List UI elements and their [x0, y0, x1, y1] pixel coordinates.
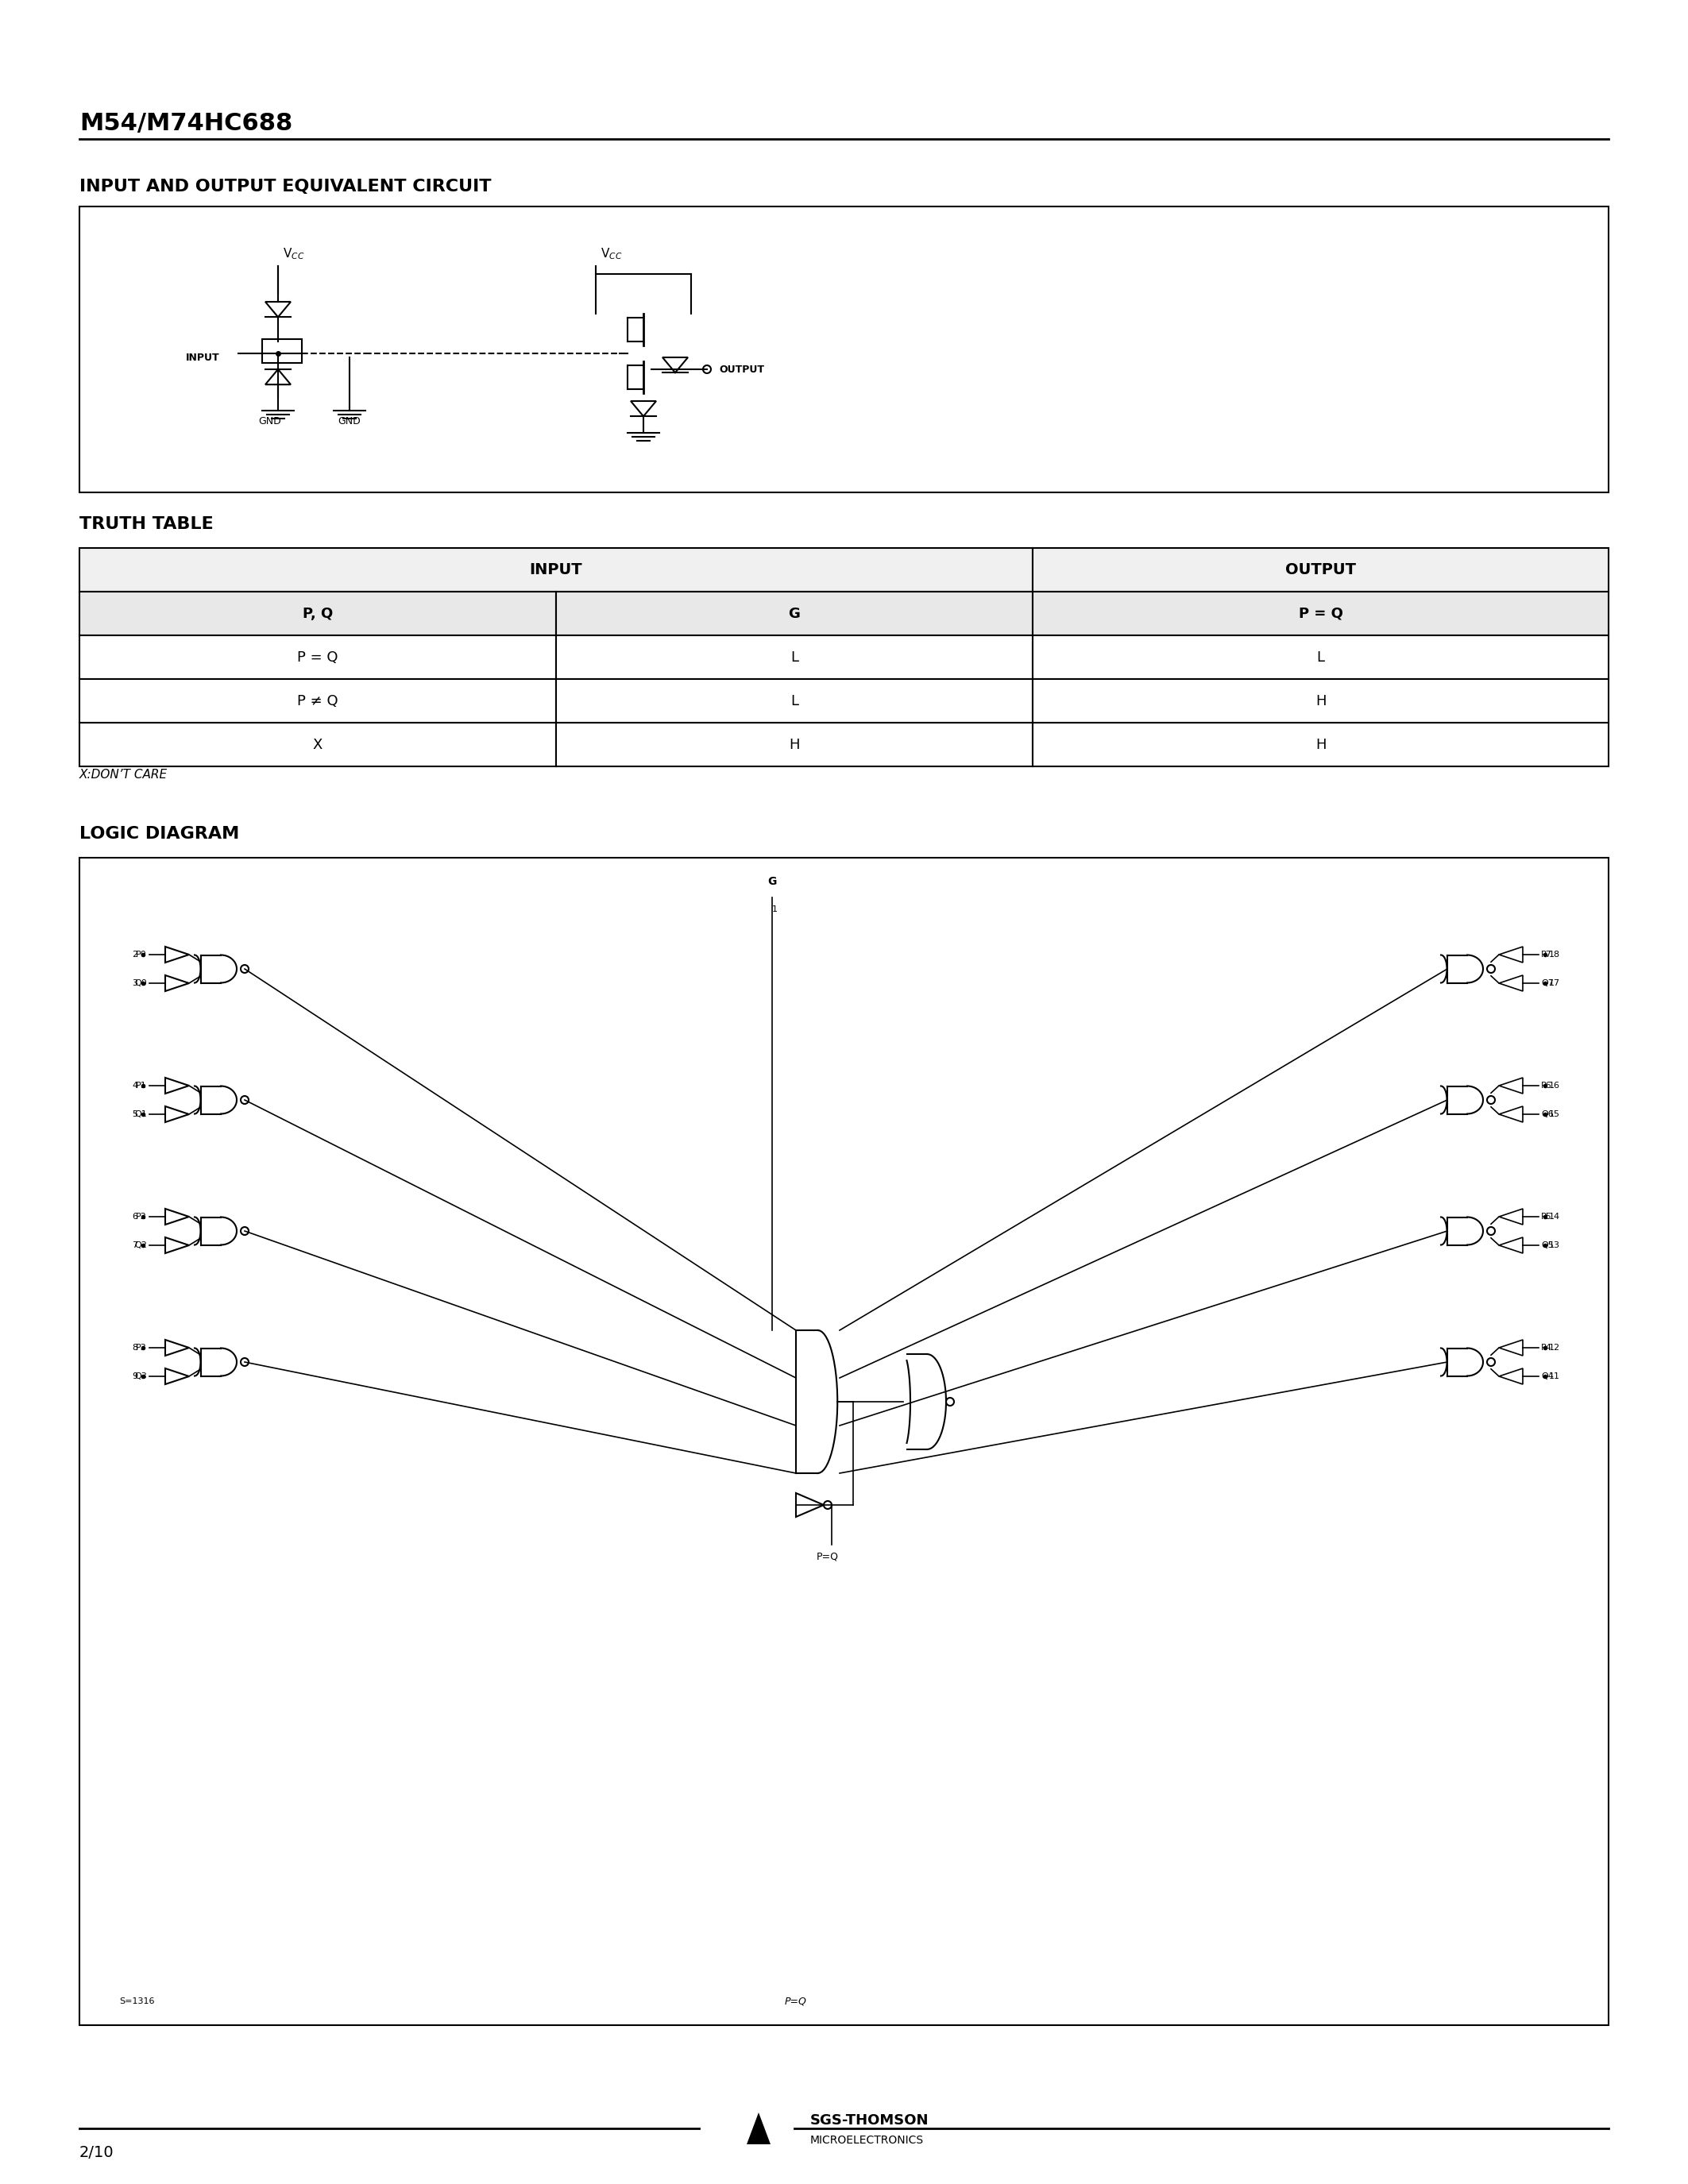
Text: L: L — [1317, 651, 1325, 664]
Text: Q2: Q2 — [135, 1241, 147, 1249]
Text: P1: P1 — [137, 1081, 147, 1090]
Text: P5: P5 — [1541, 1212, 1551, 1221]
Text: 2/10: 2/10 — [79, 2145, 115, 2160]
Bar — [555, 636, 1033, 679]
Text: 16: 16 — [1550, 1081, 1560, 1090]
Polygon shape — [746, 2112, 770, 2145]
Text: X: X — [312, 738, 322, 751]
Text: 8: 8 — [132, 1343, 138, 1352]
Text: Q0: Q0 — [135, 978, 147, 987]
Bar — [79, 679, 555, 723]
Text: TRUTH TABLE: TRUTH TABLE — [79, 515, 213, 533]
Bar — [555, 723, 1033, 767]
Bar — [79, 723, 555, 767]
Bar — [79, 636, 555, 679]
Text: P4: P4 — [1541, 1343, 1551, 1352]
Bar — [1033, 548, 1609, 592]
Text: V$_{CC}$: V$_{CC}$ — [601, 247, 623, 262]
Text: P=Q: P=Q — [785, 1996, 807, 2007]
Text: 7: 7 — [132, 1241, 138, 1249]
Text: 12: 12 — [1550, 1343, 1560, 1352]
Bar — [1033, 636, 1609, 679]
Text: SGS-THOMSON: SGS-THOMSON — [810, 2114, 928, 2127]
Text: H: H — [1315, 695, 1327, 708]
Text: GND: GND — [258, 415, 282, 426]
Text: OUTPUT: OUTPUT — [1285, 561, 1355, 577]
Text: L: L — [790, 651, 798, 664]
Text: 4: 4 — [132, 1081, 138, 1090]
Text: 13: 13 — [1550, 1241, 1560, 1249]
Text: P2: P2 — [137, 1212, 147, 1221]
Text: 5: 5 — [132, 1109, 138, 1118]
Text: Q4: Q4 — [1541, 1372, 1553, 1380]
Text: P=Q: P=Q — [817, 1551, 839, 1562]
Text: 3: 3 — [132, 978, 138, 987]
Text: 15: 15 — [1550, 1109, 1560, 1118]
Bar — [262, 339, 302, 363]
Text: Q5: Q5 — [1541, 1241, 1553, 1249]
Text: P0: P0 — [137, 950, 147, 959]
Text: Q1: Q1 — [135, 1109, 147, 1118]
Bar — [79, 592, 555, 636]
Text: 11: 11 — [1550, 1372, 1560, 1380]
Text: INPUT: INPUT — [186, 352, 219, 363]
Text: Q7: Q7 — [1541, 978, 1553, 987]
Bar — [79, 548, 1033, 592]
Text: P, Q: P, Q — [302, 607, 333, 620]
Text: P ≠ Q: P ≠ Q — [297, 695, 338, 708]
Text: Q3: Q3 — [135, 1372, 147, 1380]
Text: S=1316: S=1316 — [120, 1998, 155, 2005]
Bar — [79, 207, 1609, 491]
Text: 1: 1 — [771, 906, 776, 913]
Text: 14: 14 — [1550, 1212, 1560, 1221]
Bar — [1033, 723, 1609, 767]
Text: INPUT: INPUT — [530, 561, 582, 577]
Bar — [555, 679, 1033, 723]
Text: P6: P6 — [1541, 1081, 1551, 1090]
Text: LOGIC DIAGRAM: LOGIC DIAGRAM — [79, 826, 240, 841]
Bar — [79, 858, 1609, 2025]
Bar — [555, 592, 1033, 636]
Text: H: H — [788, 738, 800, 751]
Bar — [1033, 592, 1609, 636]
Text: M54/M74HC688: M54/M74HC688 — [79, 111, 292, 135]
Text: P7: P7 — [1541, 950, 1551, 959]
Text: MICROELECTRONICS: MICROELECTRONICS — [810, 2134, 923, 2147]
Bar — [1033, 679, 1609, 723]
Text: X:DON’T CARE: X:DON’T CARE — [79, 769, 167, 780]
Text: Q6: Q6 — [1541, 1109, 1553, 1118]
Text: G: G — [788, 607, 800, 620]
Text: P3: P3 — [137, 1343, 147, 1352]
Text: 17: 17 — [1550, 978, 1560, 987]
Text: 6: 6 — [132, 1212, 138, 1221]
Text: 2: 2 — [132, 950, 138, 959]
Text: G: G — [768, 876, 776, 887]
Text: H: H — [1315, 738, 1327, 751]
Text: P = Q: P = Q — [297, 651, 338, 664]
Text: 9: 9 — [132, 1372, 138, 1380]
Text: P = Q: P = Q — [1298, 607, 1344, 620]
Text: V$_{CC}$: V$_{CC}$ — [284, 247, 306, 262]
Text: L: L — [790, 695, 798, 708]
Text: 18: 18 — [1550, 950, 1560, 959]
Text: GND: GND — [338, 415, 361, 426]
Text: INPUT AND OUTPUT EQUIVALENT CIRCUIT: INPUT AND OUTPUT EQUIVALENT CIRCUIT — [79, 179, 491, 194]
Text: OUTPUT: OUTPUT — [719, 365, 765, 373]
